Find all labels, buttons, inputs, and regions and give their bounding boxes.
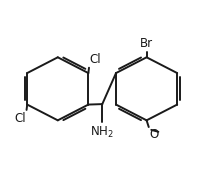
Text: Cl: Cl [89,53,101,66]
Text: NH$_2$: NH$_2$ [90,125,114,140]
Text: Cl: Cl [15,112,26,125]
Text: O: O [149,128,158,141]
Text: Br: Br [140,37,153,50]
